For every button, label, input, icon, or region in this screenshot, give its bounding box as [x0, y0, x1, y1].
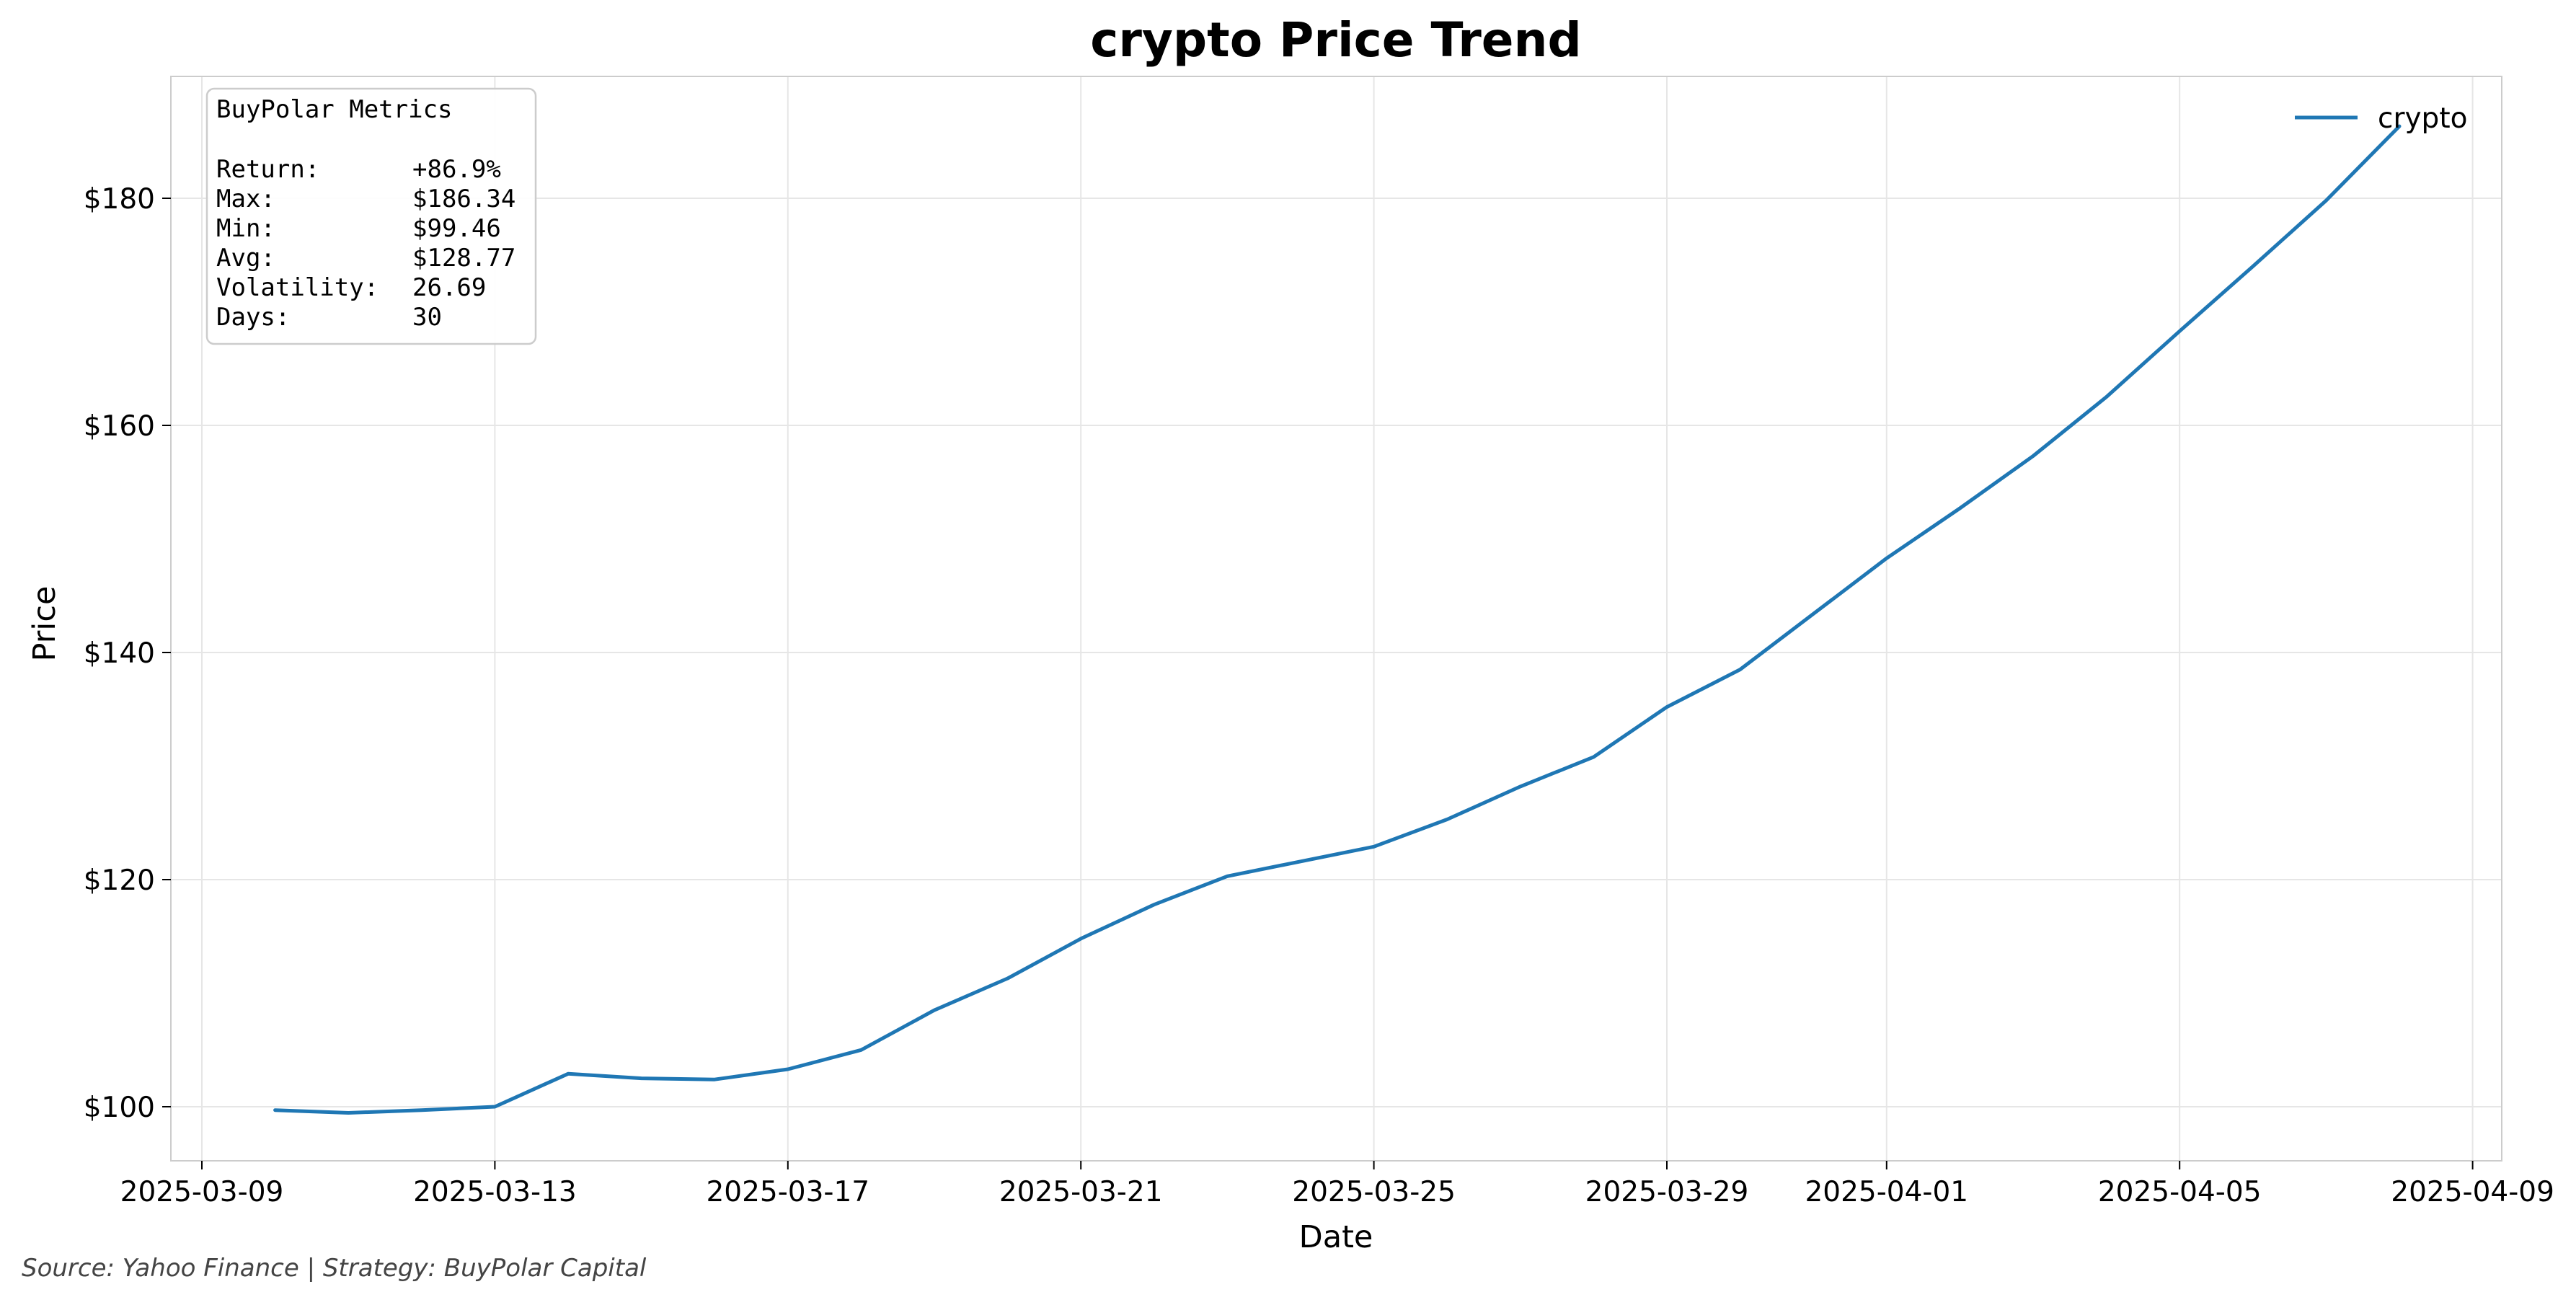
metric-days-value: 30 — [412, 303, 442, 332]
x-axis-label: Date — [1299, 1219, 1373, 1255]
metric-min-value: $99.46 — [412, 214, 501, 243]
metric-min-label: Min: — [216, 214, 275, 243]
y-tick-label: $120 — [84, 864, 155, 897]
y-axis-label: Price — [27, 586, 63, 662]
series-line-crypto — [273, 124, 2402, 1115]
metric-avg-value: $128.77 — [412, 244, 515, 273]
chart-title: crypto Price Trend — [1090, 12, 1582, 68]
y-tick-label: $160 — [84, 410, 155, 443]
grid-lines — [171, 76, 2502, 1161]
metric-volatility-value: 26.69 — [412, 273, 486, 302]
x-tick-label: 2025-03-17 — [706, 1176, 869, 1208]
metrics-box: BuyPolar Metrics Return: +86.9% Max: $18… — [205, 87, 537, 345]
x-tick-label: 2025-04-09 — [2391, 1176, 2554, 1208]
x-tick-label: 2025-03-29 — [1585, 1176, 1749, 1208]
x-tick-label: 2025-03-25 — [1292, 1176, 1456, 1208]
x-tick-label: 2025-03-09 — [120, 1176, 284, 1208]
axes: 2025-03-09 2025-03-13 2025-03-17 2025-03-21… — [84, 183, 2554, 1208]
metrics-title: BuyPolar Metrics — [216, 95, 453, 124]
metric-volatility-label: Volatility: — [216, 273, 379, 302]
x-tick-label: 2025-03-21 — [999, 1176, 1163, 1208]
y-tick-label: $180 — [84, 183, 155, 216]
metric-return-label: Return: — [216, 155, 319, 184]
source-footnote: Source: Yahoo Finance | Strategy: BuyPol… — [22, 1254, 647, 1283]
metrics-box-frame — [205, 87, 537, 345]
x-tick-label: 2025-04-05 — [2098, 1176, 2262, 1208]
x-tick-label: 2025-04-01 — [1805, 1176, 1968, 1208]
metric-days-label: Days: — [216, 303, 290, 332]
legend-label-crypto: crypto — [2378, 102, 2467, 135]
plot-area-frame — [170, 76, 2502, 1162]
metric-max-label: Max: — [216, 185, 275, 213]
legend: crypto — [2295, 102, 2467, 135]
y-tick-label: $140 — [84, 637, 155, 670]
x-tick-label: 2025-03-13 — [413, 1176, 577, 1208]
metric-return-value: +86.9% — [412, 155, 501, 184]
metric-max-value: $186.34 — [412, 185, 515, 213]
metric-avg-label: Avg: — [216, 244, 275, 273]
series-layer — [273, 124, 2402, 1115]
y-tick-label: $100 — [84, 1092, 155, 1124]
